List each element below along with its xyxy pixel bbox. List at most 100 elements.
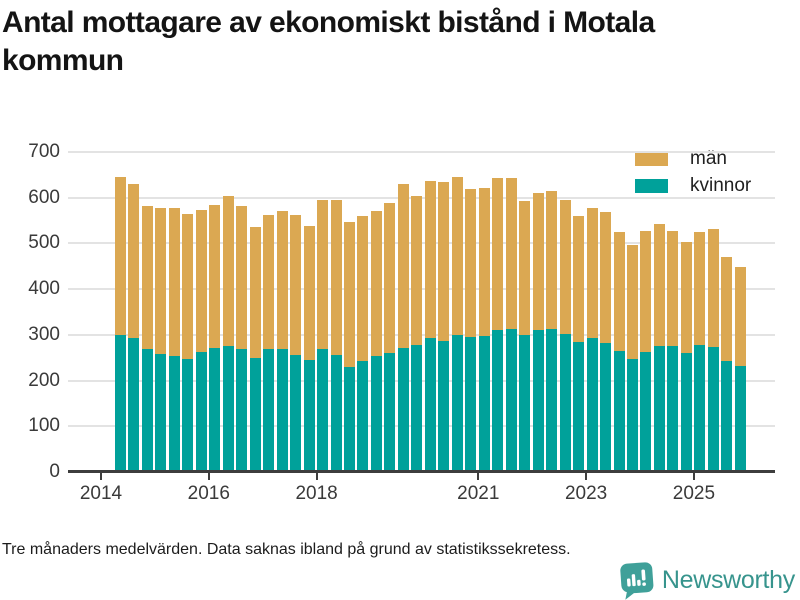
x-axis-tick-2025 xyxy=(692,473,695,480)
newsworthy-logo-icon xyxy=(620,562,654,600)
bar-man-2021-Q4 xyxy=(519,201,531,335)
bar-man-2014-Q4 xyxy=(141,205,153,350)
y-axis-tick-label: 100 xyxy=(28,415,60,437)
bar-kvinnor-2024-Q3 xyxy=(667,345,679,472)
bar-man-2017-Q3 xyxy=(290,215,302,355)
bar-kvinnor-2018-Q4 xyxy=(357,360,369,472)
bar-kvinnor-2018-Q1 xyxy=(317,349,328,472)
x-axis-tick-2014 xyxy=(100,473,102,480)
y-axis-tick-label: 300 xyxy=(28,323,60,345)
bar-kvinnor-2024-Q2 xyxy=(653,345,665,472)
bar-man-2018-Q4 xyxy=(357,215,369,361)
bar-kvinnor-2019-Q1 xyxy=(370,355,382,472)
bar-man-2018-Q3 xyxy=(344,222,355,368)
bar-man-2020-Q1 xyxy=(424,181,436,339)
bar-kvinnor-2025-Q1 xyxy=(694,344,706,472)
legend-swatch-man xyxy=(635,152,668,166)
bar-man-2018-Q2 xyxy=(330,199,342,355)
bar-man-2020-Q4 xyxy=(465,189,477,338)
bar-man-2015-Q3 xyxy=(182,213,194,359)
chart-title: Antal mottagare av ekonomiskt bistånd i … xyxy=(2,6,655,77)
bar-man-2022-Q4 xyxy=(573,215,584,343)
bar-man-2022-Q2 xyxy=(546,190,558,329)
x-axis-line xyxy=(68,470,775,473)
newsworthy-logo: Newsworthy xyxy=(618,561,795,600)
x-axis-tick-label-2014: 2014 xyxy=(79,483,123,504)
bar-kvinnor-2020-Q4 xyxy=(465,337,477,472)
x-axis-tick-2021 xyxy=(477,473,480,480)
x-axis-tick-2018 xyxy=(315,473,318,480)
bar-man-2018-Q1 xyxy=(317,200,328,350)
y-axis-tick-label: 500 xyxy=(28,232,60,254)
bar-man-2020-Q3 xyxy=(451,176,463,335)
bar-kvinnor-2020-Q2 xyxy=(438,341,450,472)
footnote: Tre månaders medelvärden. Data saknas ib… xyxy=(2,541,571,558)
bar-kvinnor-2019-Q4 xyxy=(411,345,423,472)
bar-kvinnor-2017-Q2 xyxy=(276,349,288,472)
bar-man-2016-Q1 xyxy=(209,204,221,349)
bar-man-2023-Q4 xyxy=(626,245,638,359)
legend-row-man: män xyxy=(635,148,760,170)
bar-man-2020-Q2 xyxy=(438,182,450,342)
y-axis-tick-label: 600 xyxy=(28,186,60,208)
x-axis-tick-label-2018: 2018 xyxy=(295,483,338,504)
bar-kvinnor-2016-Q2 xyxy=(222,346,234,472)
bar-man-2019-Q2 xyxy=(384,202,396,353)
bar-kvinnor-2021-Q4 xyxy=(519,334,531,472)
x-axis-tick-label-2023: 2023 xyxy=(564,483,608,504)
legend-row-kvinnor: kvinnor xyxy=(635,175,760,197)
bar-man-2022-Q3 xyxy=(559,200,571,334)
bar-kvinnor-2025-Q2 xyxy=(707,346,719,472)
bar-kvinnor-2023-Q2 xyxy=(600,342,611,472)
bar-kvinnor-2025-Q4 xyxy=(734,366,746,472)
bar-kvinnor-2015-Q4 xyxy=(195,352,207,472)
bar-kvinnor-2022-Q4 xyxy=(573,342,584,472)
bar-kvinnor-2021-Q3 xyxy=(505,329,517,472)
bar-kvinnor-2018-Q3 xyxy=(344,367,355,472)
legend-label-kvinnor: kvinnor xyxy=(690,175,752,196)
bar-man-2024-Q3 xyxy=(667,231,679,346)
bar-kvinnor-2022-Q3 xyxy=(559,333,571,472)
bar-man-2017-Q4 xyxy=(303,225,315,361)
bar-kvinnor-2022-Q2 xyxy=(546,328,558,472)
bar-kvinnor-2014-Q3 xyxy=(128,337,140,472)
legend-label-man: män xyxy=(690,148,727,169)
bar-man-2016-Q3 xyxy=(236,206,248,349)
bar-kvinnor-2016-Q1 xyxy=(209,348,221,472)
bar-man-2014-Q2 xyxy=(114,177,126,336)
bar-kvinnor-2014-Q4 xyxy=(141,349,153,472)
bar-kvinnor-2023-Q3 xyxy=(613,350,625,472)
bar-kvinnor-2015-Q3 xyxy=(182,358,194,472)
bar-man-2025-Q4 xyxy=(734,267,746,367)
bar-man-2022-Q1 xyxy=(532,193,544,331)
bar-man-2019-Q3 xyxy=(397,184,409,348)
bar-man-2023-Q2 xyxy=(600,212,611,343)
bar-man-2019-Q4 xyxy=(411,195,423,346)
y-axis-tick-label: 200 xyxy=(28,369,60,391)
bar-man-2015-Q1 xyxy=(155,207,167,354)
bar-man-2025-Q2 xyxy=(707,228,719,347)
x-axis-tick-label-2016: 2016 xyxy=(187,483,230,504)
bar-man-2021-Q1 xyxy=(478,187,490,337)
bar-kvinnor-2019-Q3 xyxy=(397,347,409,472)
bar-man-2016-Q2 xyxy=(222,196,234,347)
legend-swatch-kvinnor xyxy=(635,179,668,193)
y-axis-tick-label: 400 xyxy=(28,278,60,300)
bar-kvinnor-2019-Q2 xyxy=(384,352,396,472)
x-axis-tick-label-2025: 2025 xyxy=(672,483,716,504)
y-axis-tick-label: 0 xyxy=(49,461,60,482)
bar-kvinnor-2020-Q3 xyxy=(451,334,463,472)
bar-kvinnor-2023-Q4 xyxy=(626,358,638,472)
bar-man-2024-Q2 xyxy=(653,224,665,346)
bar-kvinnor-2024-Q1 xyxy=(640,352,652,472)
bar-kvinnor-2024-Q4 xyxy=(680,353,692,472)
bar-kvinnor-2017-Q3 xyxy=(290,354,302,472)
bar-man-2021-Q3 xyxy=(505,177,517,330)
bar-kvinnor-2015-Q2 xyxy=(168,355,180,472)
y-axis-tick-label: 700 xyxy=(28,141,60,162)
bar-kvinnor-2018-Q2 xyxy=(330,354,342,472)
bar-man-2017-Q1 xyxy=(263,215,275,350)
bar-man-2024-Q4 xyxy=(680,241,692,354)
bar-kvinnor-2017-Q1 xyxy=(263,349,275,472)
